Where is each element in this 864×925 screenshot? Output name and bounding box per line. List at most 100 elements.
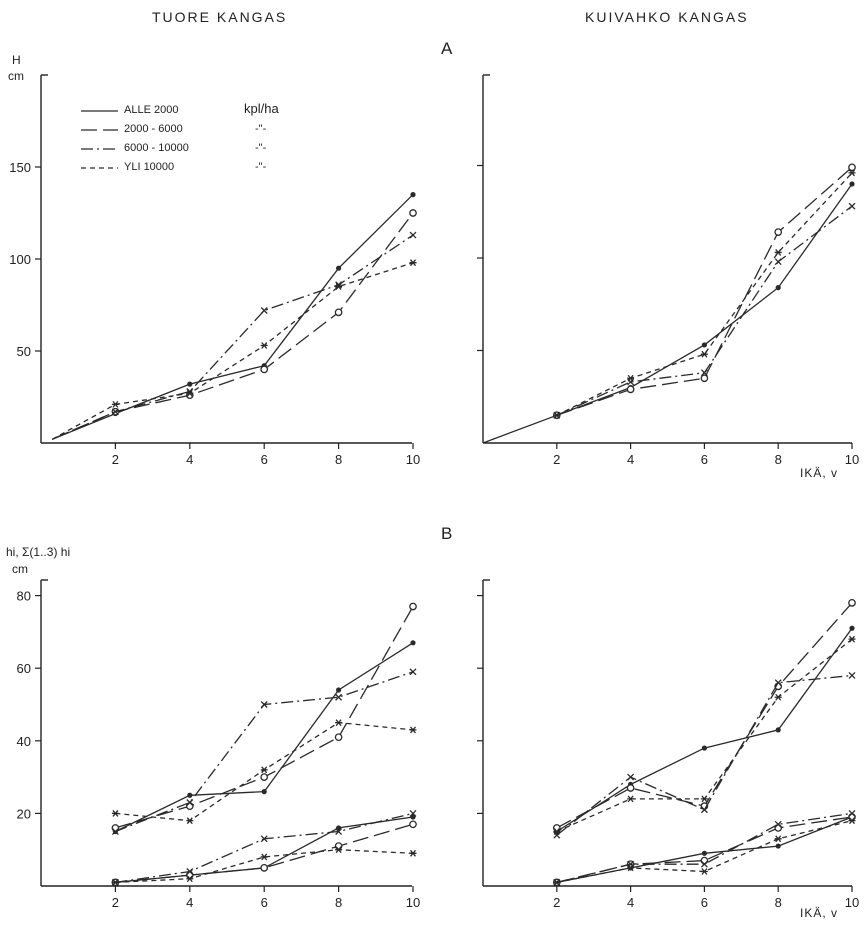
data-point-marker <box>775 727 781 733</box>
data-point-marker <box>335 693 343 701</box>
data-point-marker <box>848 599 856 607</box>
series-line <box>556 172 853 416</box>
series-yli-10000 <box>553 635 856 835</box>
data-point-marker <box>186 799 194 806</box>
data-point-marker <box>111 408 119 416</box>
data-point-marker <box>848 809 856 817</box>
right-column-title: KUIVAHKO KANGAS <box>585 9 749 25</box>
series-line <box>115 606 414 829</box>
data-point-marker <box>701 745 708 751</box>
data-point-marker <box>409 602 417 611</box>
x-tick-label: 4 <box>627 452 634 467</box>
x-tick-label: 6 <box>701 452 708 467</box>
data-point-marker <box>774 835 782 843</box>
data-point-marker <box>260 307 268 314</box>
x-tick-label: 2 <box>553 452 560 467</box>
series-line <box>115 849 414 884</box>
data-point-marker <box>848 202 856 210</box>
series-line <box>115 642 414 833</box>
data-point-marker <box>775 843 781 849</box>
data-point-marker <box>409 726 417 734</box>
data-point-marker <box>186 817 194 825</box>
data-point-marker <box>334 308 343 317</box>
series-line <box>556 602 853 829</box>
x-tick-label: 8 <box>775 452 782 467</box>
panel-a-right: 2 4 6 8 10 <box>477 74 859 467</box>
data-point-marker <box>409 668 417 676</box>
series-alle-2000 <box>482 181 855 444</box>
legend-label-1: 2000 - 6000 <box>124 123 183 135</box>
data-point-marker <box>111 400 119 408</box>
data-point-marker <box>409 209 417 217</box>
data-point-marker <box>848 635 856 643</box>
data-point-marker <box>700 374 709 383</box>
data-point-marker <box>261 789 267 795</box>
x-tick-label: 6 <box>261 452 268 467</box>
data-point-marker <box>700 369 708 377</box>
x-tick-label: 8 <box>335 452 342 467</box>
x-tick-label: 10 <box>845 895 859 910</box>
series-alle-2000 <box>112 640 416 835</box>
data-point-marker <box>553 411 561 419</box>
data-point-marker <box>848 817 856 825</box>
data-point-marker <box>627 864 635 872</box>
series-line <box>51 234 414 440</box>
x-tick-label: 6 <box>261 895 268 910</box>
data-point-marker <box>410 192 416 198</box>
data-point-marker <box>409 809 417 817</box>
data-point-marker <box>410 640 416 646</box>
data-point-marker <box>848 672 856 679</box>
series-line <box>51 194 414 440</box>
legend-ditto-2: -"- <box>255 142 267 154</box>
series-6000-10000 <box>51 231 417 440</box>
data-point-marker <box>849 625 855 631</box>
data-point-marker <box>260 853 268 861</box>
data-point-marker <box>336 687 342 693</box>
series-line <box>556 166 853 416</box>
series-line <box>115 671 414 833</box>
data-point-marker <box>409 849 417 857</box>
data-point-marker <box>627 773 635 781</box>
series-alle-2000 <box>51 192 416 440</box>
panel-a-label: A <box>441 39 453 58</box>
left-column-title: TUORE KANGAS <box>152 9 288 25</box>
data-point-marker <box>700 795 708 803</box>
data-point-marker <box>335 828 343 836</box>
data-point-marker <box>774 228 783 236</box>
data-point-marker <box>627 374 635 382</box>
data-point-marker <box>335 846 343 854</box>
series-6000-10000 <box>111 668 417 836</box>
panel-a-ylabel-unit: cm <box>8 69 24 83</box>
x-tick-label: 10 <box>406 452 420 467</box>
series-line <box>51 262 414 440</box>
x-tick-label: 10 <box>406 895 420 910</box>
panel-b-ylabel-var: hi, Σ(1..3) hi <box>6 545 71 559</box>
data-point-marker <box>260 863 269 872</box>
data-point-marker <box>111 828 119 836</box>
x-tick-label: 2 <box>112 452 119 467</box>
y-tick-label: 50 <box>17 344 31 359</box>
series-2000-6000 <box>111 602 417 832</box>
x-tick-label: 4 <box>186 895 193 910</box>
data-point-marker <box>111 809 119 817</box>
data-point-marker <box>111 878 119 886</box>
y-tick-label: 60 <box>17 661 31 676</box>
data-point-marker <box>700 860 708 868</box>
data-point-marker <box>334 842 343 850</box>
series-2000-6000 <box>51 209 417 440</box>
panel-a-xlabel: IKÄ, v <box>800 466 839 480</box>
x-tick-label: 2 <box>112 895 119 910</box>
series-line <box>556 816 853 884</box>
data-point-marker <box>186 875 194 883</box>
series-yli-10000-lower <box>111 846 417 886</box>
data-point-marker <box>187 792 193 798</box>
data-point-marker <box>186 389 194 397</box>
chart-panels: 2 4 6 8 10 50 100 150 2 4 6 8 10 2 4 6 8 10 20 40 60 80 2 4 6 8 10 <box>9 74 859 910</box>
panel-b-left: 2 4 6 8 10 20 40 60 80 <box>17 579 420 910</box>
series-alle-2000-lower <box>554 814 855 885</box>
legend-label-0: ALLE 2000 <box>124 104 179 116</box>
series-line <box>51 212 414 440</box>
x-tick-label: 2 <box>553 895 560 910</box>
y-tick-label: 40 <box>17 734 31 749</box>
